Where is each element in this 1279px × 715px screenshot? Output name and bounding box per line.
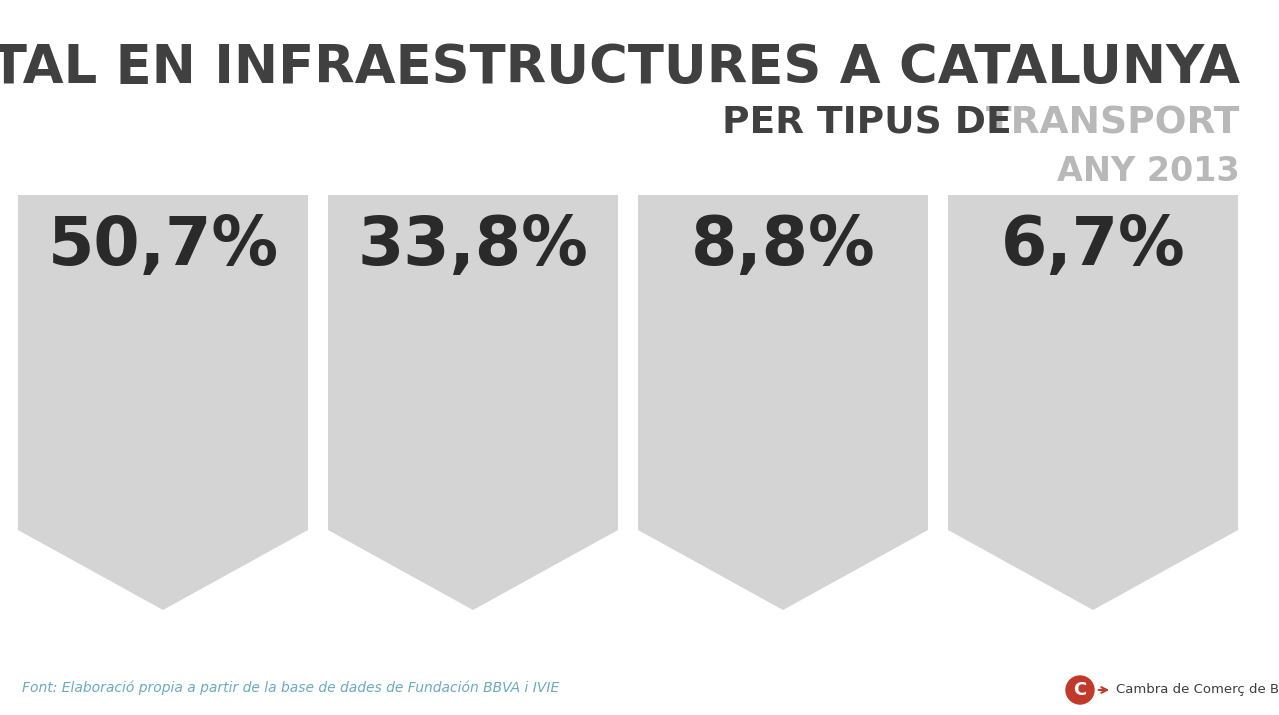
Polygon shape: [948, 195, 1238, 610]
Text: Cambra de Comerç de Barcelona: Cambra de Comerç de Barcelona: [1117, 684, 1279, 696]
Text: TRANSPORT: TRANSPORT: [986, 105, 1241, 141]
Circle shape: [1065, 676, 1094, 704]
Text: PER TIPUS DE: PER TIPUS DE: [723, 105, 1024, 141]
Text: C: C: [1073, 681, 1087, 699]
Text: 8,8%: 8,8%: [691, 213, 875, 279]
Text: Font: Elaboració propia a partir de la base de dades de Fundación BBVA i IVIE: Font: Elaboració propia a partir de la b…: [22, 681, 559, 695]
Polygon shape: [327, 195, 618, 610]
Polygon shape: [18, 195, 308, 610]
Text: 50,7%: 50,7%: [47, 213, 279, 279]
Text: CAPITAL EN INFRAESTRUCTURES A CATALUNYA: CAPITAL EN INFRAESTRUCTURES A CATALUNYA: [0, 42, 1241, 94]
Text: 6,7%: 6,7%: [1000, 213, 1186, 279]
Text: ANY 2013: ANY 2013: [1058, 155, 1241, 188]
Text: 33,8%: 33,8%: [358, 213, 588, 279]
Polygon shape: [638, 195, 929, 610]
